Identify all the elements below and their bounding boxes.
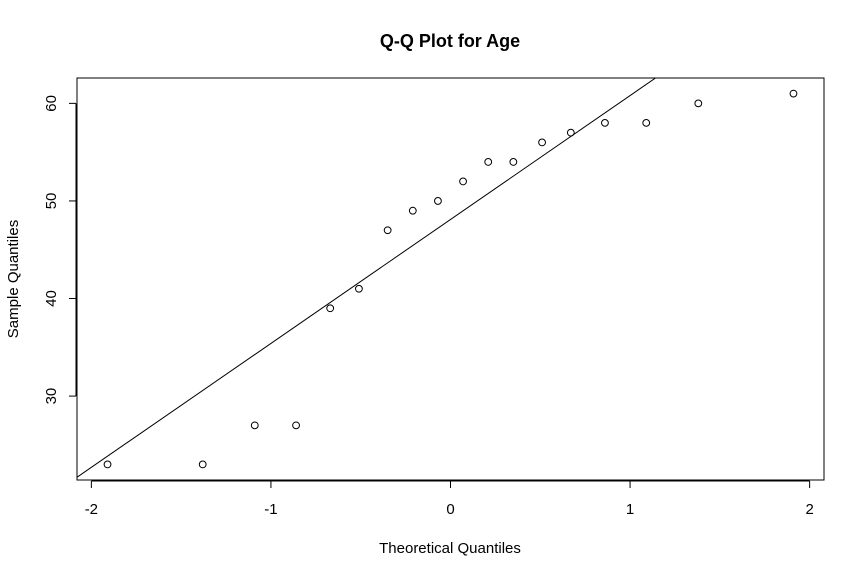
x-tick-label: 0: [446, 501, 454, 518]
x-axis: -2 -1 0 1 2: [85, 480, 814, 518]
x-tick-label: -2: [85, 501, 98, 518]
data-point: [292, 421, 300, 430]
data-point: [250, 421, 259, 430]
y-axis-label: Sample Quantiles: [5, 220, 22, 338]
y-tick-label: 50: [43, 193, 60, 210]
y-tick-label: 30: [43, 388, 60, 405]
data-point: [408, 206, 417, 215]
x-axis-label: Theoretical Quantiles: [379, 540, 521, 557]
data-point: [566, 128, 575, 137]
data-point: [642, 118, 651, 127]
x-tick-label: 2: [805, 501, 813, 518]
data-point: [484, 158, 493, 166]
data-point: [538, 138, 546, 147]
data-point: [383, 226, 392, 235]
data-point: [694, 99, 703, 108]
chart-title: Q-Q Plot for Age: [380, 31, 520, 51]
data-point: [601, 118, 609, 127]
data-point: [459, 177, 467, 186]
y-tick-label: 60: [43, 95, 60, 112]
data-point: [789, 89, 798, 98]
x-tick-label: 1: [626, 501, 634, 518]
data-point: [198, 460, 207, 469]
y-axis: 30 40 50 60: [43, 95, 77, 405]
x-tick-label: -1: [264, 501, 277, 518]
data-point: [326, 304, 335, 313]
qq-reference-line: [77, 78, 657, 478]
reference-line-layer: [77, 78, 657, 478]
y-tick-label: 40: [43, 290, 60, 307]
data-point: [103, 460, 112, 469]
points-layer: [103, 89, 798, 469]
data-point: [434, 197, 442, 205]
data-point: [509, 158, 518, 166]
plot-frame: [76, 77, 825, 481]
data-point: [355, 284, 363, 293]
